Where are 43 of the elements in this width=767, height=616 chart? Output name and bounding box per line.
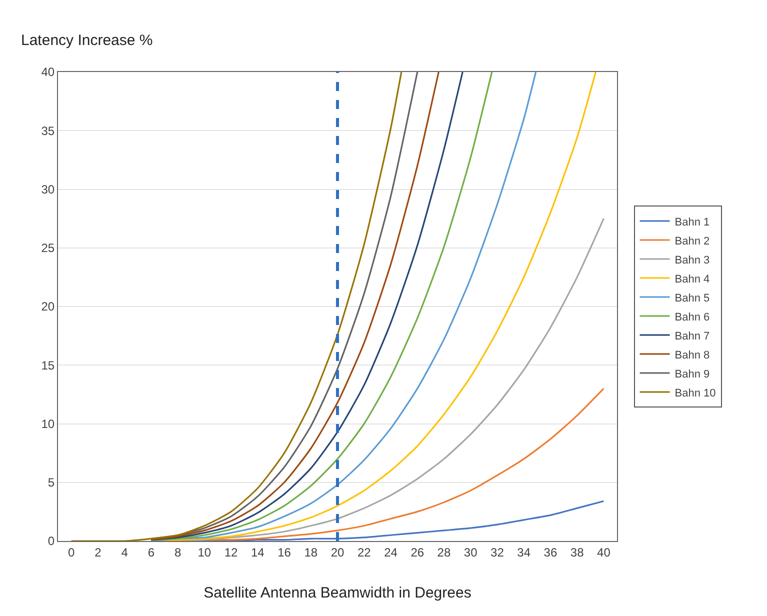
x-axis-title: Satellite Antenna Beamwidth in Degrees — [204, 584, 472, 602]
legend-label: Bahn 10 — [674, 387, 716, 400]
x-tick-label: 4 — [121, 545, 128, 560]
y-tick-label: 20 — [41, 300, 55, 314]
y-tick-label: 30 — [41, 182, 55, 196]
legend-label: Bahn 3 — [674, 254, 710, 266]
x-tick-label: 24 — [384, 545, 398, 560]
x-tick-label: 10 — [198, 545, 212, 560]
y-tick-label: 10 — [41, 416, 55, 431]
x-tick-label: 18 — [304, 545, 318, 560]
legend-label: Bahn 9 — [674, 368, 710, 380]
x-tick-label: 36 — [544, 545, 558, 560]
x-tick-label: 6 — [148, 545, 155, 560]
x-tick-label: 28 — [437, 545, 451, 560]
x-tick-label: 26 — [410, 545, 424, 560]
y-tick-label: 40 — [41, 65, 55, 80]
x-tick-label: 14 — [250, 545, 265, 560]
legend-label: Bahn 4 — [674, 273, 710, 286]
legend-label: Bahn 5 — [674, 292, 710, 304]
x-tick-label: 22 — [357, 545, 372, 560]
x-tick-label: 34 — [517, 545, 531, 560]
y-tick-label: 35 — [41, 124, 55, 138]
legend-label: Bahn 1 — [674, 216, 710, 228]
x-tick-label: 0 — [68, 545, 75, 560]
x-tick-label: 38 — [570, 545, 584, 560]
legend-label: Bahn 7 — [674, 330, 710, 342]
line-series — [70, 72, 402, 541]
x-tick-label: 12 — [224, 545, 238, 560]
legend-label: Bahn 8 — [674, 349, 710, 362]
x-tick-label: 16 — [278, 545, 292, 560]
y-tick-label: 0 — [48, 534, 55, 548]
x-tick-label: 2 — [94, 545, 102, 560]
legend-label: Bahn 6 — [674, 311, 710, 324]
x-tick-label: 8 — [174, 545, 182, 560]
x-tick-label: 20 — [330, 545, 344, 560]
x-tick-label: 30 — [464, 545, 478, 560]
x-tick-label: 32 — [490, 545, 504, 560]
y-tick-label: 15 — [41, 358, 55, 372]
legend-label: Bahn 2 — [674, 235, 710, 248]
y-tick-label: 5 — [48, 476, 55, 490]
y-axis-title: Latency Increase % — [21, 32, 153, 49]
x-tick-label: 40 — [597, 545, 611, 560]
y-tick-label: 25 — [41, 241, 55, 256]
